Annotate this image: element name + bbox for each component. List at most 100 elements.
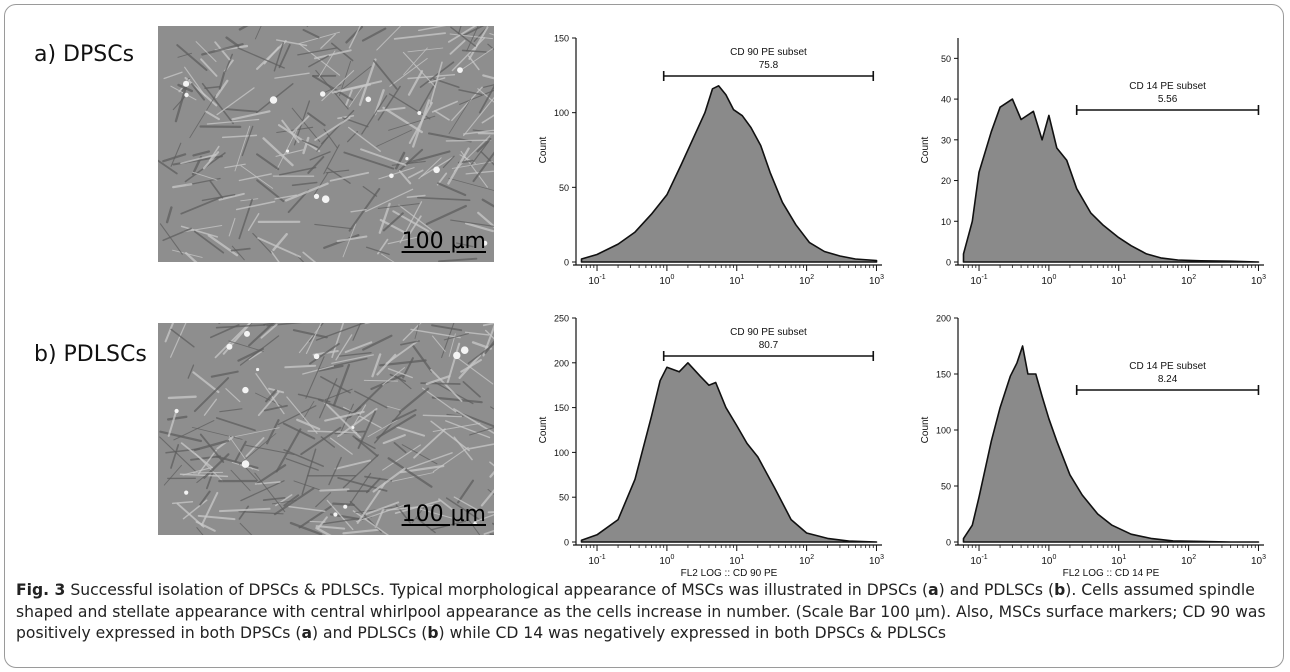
cell-streak bbox=[265, 389, 278, 403]
cell-streak bbox=[295, 254, 305, 262]
cell-streak bbox=[196, 527, 204, 535]
cell-streak bbox=[164, 323, 175, 343]
cell-streak bbox=[195, 41, 217, 62]
caption-text: Successful isolation of DPSCs & PDLSCs. … bbox=[16, 581, 1266, 642]
cell-streak bbox=[459, 89, 494, 105]
cell-streak bbox=[393, 32, 447, 40]
bright-cell bbox=[285, 149, 290, 153]
cell-streak bbox=[370, 373, 406, 391]
cell-streak bbox=[438, 257, 478, 262]
y-tick-label: 0 bbox=[946, 258, 951, 268]
figure-frame bbox=[4, 4, 1284, 668]
cell-streak bbox=[438, 498, 454, 511]
cell-streak bbox=[191, 427, 243, 440]
cell-streak bbox=[241, 125, 254, 157]
cell-streak bbox=[239, 522, 253, 535]
bright-cell bbox=[241, 460, 250, 468]
row-label-pdlscs: b) PDLSCs bbox=[34, 342, 147, 367]
x-tick-label: 103 bbox=[1251, 274, 1266, 287]
cell-streak bbox=[350, 208, 367, 213]
cell-streak bbox=[201, 82, 234, 125]
cell-streak bbox=[365, 477, 381, 494]
cell-streak bbox=[407, 70, 424, 96]
cell-streak bbox=[187, 364, 195, 379]
y-tick-label: 40 bbox=[941, 95, 951, 105]
cell-streak bbox=[182, 466, 213, 476]
cell-streak bbox=[447, 147, 470, 185]
cell-streak bbox=[298, 504, 334, 529]
cell-streak bbox=[216, 87, 255, 116]
cell-streak bbox=[172, 183, 193, 189]
cell-streak bbox=[483, 529, 494, 535]
cell-streak bbox=[362, 334, 393, 351]
cell-streak bbox=[291, 107, 321, 143]
cell-streak bbox=[331, 354, 374, 364]
micrograph-pdlscs: 100 µm bbox=[158, 323, 494, 535]
cell-streak bbox=[460, 150, 488, 188]
cell-streak bbox=[299, 43, 341, 76]
cell-streak bbox=[238, 433, 277, 465]
bright-cell bbox=[174, 408, 179, 414]
cell-streak bbox=[201, 193, 236, 202]
cell-streak bbox=[193, 230, 225, 254]
cell-streak bbox=[219, 408, 243, 413]
y-axis-label: Count bbox=[920, 136, 931, 163]
x-tick-label: 102 bbox=[1181, 274, 1196, 287]
cell-streak bbox=[312, 75, 354, 101]
cell-streak bbox=[348, 85, 364, 107]
bright-cell bbox=[226, 343, 233, 350]
cell-streak bbox=[466, 26, 479, 52]
cell-streak bbox=[302, 251, 317, 262]
cell-streak bbox=[180, 196, 222, 215]
cell-streak bbox=[334, 459, 371, 470]
bright-cell bbox=[183, 80, 190, 87]
cell-streak bbox=[348, 472, 372, 507]
cell-streak bbox=[365, 188, 414, 213]
cell-streak bbox=[315, 525, 346, 530]
cell-streak bbox=[224, 163, 246, 169]
cell-streak bbox=[321, 516, 373, 525]
cell-streak bbox=[209, 324, 240, 339]
cell-streak bbox=[398, 148, 424, 172]
cell-streak bbox=[431, 324, 463, 332]
cell-streak bbox=[419, 61, 455, 88]
histogram-pdlscs-cd14: 0 50 100 150 200 10-1 100 101 102 103 Count FL2 LOG… bbox=[920, 314, 1266, 580]
y-tick-label: 100 bbox=[554, 108, 569, 118]
cell-streak bbox=[487, 511, 494, 514]
x-tick-label: 10-1 bbox=[588, 554, 605, 567]
cell-streak bbox=[293, 480, 321, 491]
cell-streak bbox=[291, 181, 318, 187]
cell-streak bbox=[215, 324, 266, 329]
cell-streak bbox=[391, 472, 435, 482]
cell-streak bbox=[184, 76, 218, 107]
cell-streak bbox=[317, 398, 360, 416]
cell-streak bbox=[167, 395, 197, 400]
cell-streak bbox=[398, 169, 412, 185]
cell-streak bbox=[489, 533, 494, 535]
cell-streak bbox=[177, 83, 193, 93]
cell-streak bbox=[386, 405, 403, 411]
cell-streak bbox=[457, 26, 462, 36]
x-tick-label: 10-1 bbox=[970, 554, 987, 567]
cell-streak bbox=[352, 510, 390, 535]
y-tick-label: 20 bbox=[941, 176, 951, 186]
cell-streak bbox=[281, 119, 300, 143]
cell-streak bbox=[329, 171, 370, 182]
cell-streak bbox=[408, 215, 422, 235]
cell-streak bbox=[192, 171, 218, 181]
y-tick-label: 150 bbox=[554, 34, 569, 44]
cell-streak bbox=[381, 253, 395, 262]
cell-streak bbox=[224, 53, 234, 73]
cell-streak bbox=[448, 177, 494, 191]
cell-streak bbox=[451, 86, 483, 122]
cell-streak bbox=[382, 434, 406, 445]
cell-streak bbox=[263, 404, 288, 412]
cell-streak bbox=[467, 443, 494, 450]
bright-cell bbox=[256, 367, 260, 372]
cell-streak bbox=[395, 426, 426, 437]
cell-streak bbox=[398, 387, 430, 414]
cell-streak bbox=[317, 516, 328, 530]
cell-streak bbox=[425, 204, 467, 226]
cell-streak bbox=[238, 511, 284, 515]
cell-streak bbox=[407, 74, 456, 80]
